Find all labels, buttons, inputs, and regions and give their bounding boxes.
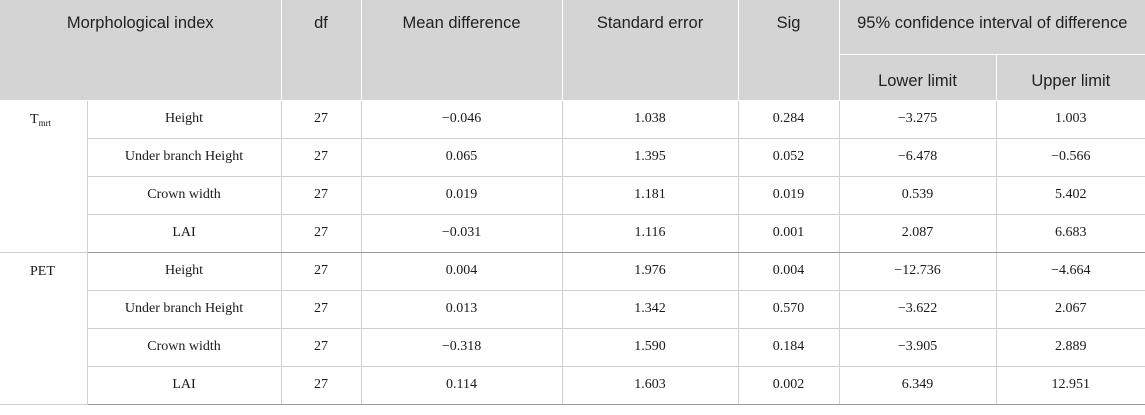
cell-standard-error: 1.342 (562, 290, 739, 329)
cell-index: LAI (87, 366, 282, 405)
cell-index: Under branch Height (87, 290, 282, 329)
table-row: Crown width 27 0.019 1.181 0.019 0.539 5… (0, 176, 1145, 215)
cell-lower-limit: 6.349 (839, 366, 997, 405)
cell-lower-limit: 2.087 (839, 214, 997, 253)
cell-mean-difference: 0.065 (361, 138, 563, 177)
cell-index: Height (87, 100, 282, 139)
cell-mean-difference: 0.019 (361, 176, 563, 215)
header-sig: Sig (738, 0, 840, 101)
cell-mean-difference: −0.318 (361, 328, 563, 367)
header-row: Morphological index df Mean difference S… (0, 0, 1145, 101)
cell-standard-error: 1.590 (562, 328, 739, 367)
header-mean-difference: Mean difference (361, 0, 563, 101)
cell-lower-limit: −3.275 (839, 100, 997, 139)
table-row: Crown width 27 −0.318 1.590 0.184 −3.905… (0, 328, 1145, 367)
cell-df: 27 (281, 100, 362, 139)
cell-mean-difference: 0.004 (361, 252, 563, 291)
cell-lower-limit: −3.622 (839, 290, 997, 329)
cell-mean-difference: 0.114 (361, 366, 563, 405)
cell-upper-limit: 2.067 (996, 290, 1145, 329)
group-label-pet: PET (0, 252, 88, 405)
cell-df: 27 (281, 252, 362, 291)
cell-standard-error: 1.976 (562, 252, 739, 291)
cell-index: Crown width (87, 328, 282, 367)
cell-lower-limit: −6.478 (839, 138, 997, 177)
cell-upper-limit: −0.566 (996, 138, 1145, 177)
cell-mean-difference: −0.031 (361, 214, 563, 253)
header-confidence-interval: 95% confidence interval of difference (839, 0, 1145, 55)
cell-upper-limit: −4.664 (996, 252, 1145, 291)
header-standard-error: Standard error (562, 0, 739, 101)
cell-mean-difference: −0.046 (361, 100, 563, 139)
cell-lower-limit: −12.736 (839, 252, 997, 291)
cell-upper-limit: 2.889 (996, 328, 1145, 367)
cell-upper-limit: 5.402 (996, 176, 1145, 215)
table-row: Under branch Height 27 0.013 1.342 0.570… (0, 290, 1145, 329)
subheader-row: Lower limit Upper limit (0, 54, 1145, 101)
cell-sig: 0.002 (738, 366, 840, 405)
cell-standard-error: 1.038 (562, 100, 739, 139)
table-row: LAI 27 0.114 1.603 0.002 6.349 12.951 (0, 366, 1145, 405)
group-label-main: T (30, 111, 39, 127)
cell-lower-limit: −3.905 (839, 328, 997, 367)
table-row: LAI 27 −0.031 1.116 0.001 2.087 6.683 (0, 214, 1145, 253)
cell-upper-limit: 6.683 (996, 214, 1145, 253)
cell-standard-error: 1.395 (562, 138, 739, 177)
cell-upper-limit: 12.951 (996, 366, 1145, 405)
header-upper-limit: Upper limit (996, 54, 1145, 101)
cell-df: 27 (281, 290, 362, 329)
header-df: df (281, 0, 362, 101)
cell-mean-difference: 0.013 (361, 290, 563, 329)
cell-sig: 0.052 (738, 138, 840, 177)
cell-standard-error: 1.116 (562, 214, 739, 253)
cell-standard-error: 1.603 (562, 366, 739, 405)
cell-df: 27 (281, 366, 362, 405)
table-row: PET Height 27 0.004 1.976 0.004 −12.736 … (0, 252, 1145, 405)
cell-lower-limit: 0.539 (839, 176, 997, 215)
header-morphological-index: Morphological index (0, 0, 282, 101)
group-label-main: PET (30, 263, 55, 279)
cell-df: 27 (281, 328, 362, 367)
cell-df: 27 (281, 138, 362, 177)
results-table: Morphological index df Mean difference S… (0, 0, 1145, 405)
cell-sig: 0.001 (738, 214, 840, 253)
cell-sig: 0.570 (738, 290, 840, 329)
cell-upper-limit: 1.003 (996, 100, 1145, 139)
table-body: Tmrt Height 27 −0.046 1.038 0.284 −3.275… (0, 100, 1145, 405)
cell-df: 27 (281, 214, 362, 253)
cell-index: Under branch Height (87, 138, 282, 177)
group-label-sub: mrt (38, 117, 52, 128)
cell-index: Crown width (87, 176, 282, 215)
cell-index: Height (87, 252, 282, 291)
cell-standard-error: 1.181 (562, 176, 739, 215)
cell-df: 27 (281, 176, 362, 215)
group-label-tmrt: Tmrt (0, 100, 88, 253)
cell-sig: 0.184 (738, 328, 840, 367)
cell-sig: 0.284 (738, 100, 840, 139)
cell-sig: 0.019 (738, 176, 840, 215)
header-lower-limit: Lower limit (839, 54, 997, 101)
cell-index: LAI (87, 214, 282, 253)
table-row: Tmrt Height 27 −0.046 1.038 0.284 −3.275… (0, 100, 1145, 253)
table-row: Under branch Height 27 0.065 1.395 0.052… (0, 138, 1145, 177)
cell-sig: 0.004 (738, 252, 840, 291)
